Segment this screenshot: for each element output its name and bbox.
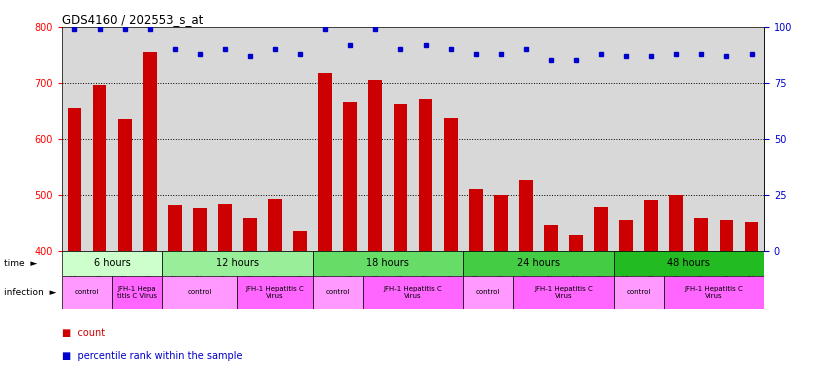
Bar	[444, 118, 458, 251]
Bar	[243, 218, 257, 251]
Bar	[162, 276, 238, 309]
Text: ■  percentile rank within the sample: ■ percentile rank within the sample	[62, 351, 243, 361]
Bar	[519, 180, 533, 251]
Bar	[238, 276, 313, 309]
Text: control: control	[188, 289, 212, 295]
Text: control: control	[75, 289, 99, 295]
Bar	[664, 276, 764, 309]
Text: 6 hours: 6 hours	[93, 258, 131, 268]
Bar	[513, 276, 614, 309]
Text: JFH-1 Hepatitis C
Virus: JFH-1 Hepatitis C Virus	[685, 286, 743, 299]
Bar	[143, 52, 157, 251]
Bar	[744, 222, 758, 251]
Bar	[614, 276, 664, 309]
Bar	[594, 207, 608, 251]
Bar	[393, 104, 407, 251]
Text: GDS4160 / 202553_s_at: GDS4160 / 202553_s_at	[62, 13, 203, 26]
Text: time  ►: time ►	[4, 259, 37, 268]
Text: ■  count: ■ count	[62, 328, 105, 338]
Bar	[62, 251, 162, 276]
Bar	[695, 218, 708, 251]
Text: JFH-1 Hepa
titis C Virus: JFH-1 Hepa titis C Virus	[117, 286, 157, 299]
Bar	[569, 235, 583, 251]
Bar	[162, 251, 313, 276]
Bar	[313, 251, 463, 276]
Bar	[293, 231, 307, 251]
Bar	[268, 199, 282, 251]
Text: JFH-1 Hepatitis C
Virus: JFH-1 Hepatitis C Virus	[245, 286, 305, 299]
Bar	[368, 79, 382, 251]
Bar	[669, 195, 683, 251]
Bar	[93, 84, 107, 251]
Text: 18 hours: 18 hours	[367, 258, 410, 268]
Bar	[318, 73, 332, 251]
Bar	[494, 195, 508, 251]
Text: control: control	[626, 289, 651, 295]
Bar	[218, 204, 232, 251]
Bar	[112, 276, 162, 309]
Text: control: control	[325, 289, 350, 295]
Bar	[469, 189, 482, 251]
Text: 12 hours: 12 hours	[216, 258, 259, 268]
Bar	[62, 276, 112, 309]
Bar	[193, 208, 206, 251]
Bar	[463, 251, 614, 276]
Bar	[344, 103, 357, 251]
Text: JFH-1 Hepatitis C
Virus: JFH-1 Hepatitis C Virus	[383, 286, 443, 299]
Bar	[620, 220, 633, 251]
Bar	[68, 108, 82, 251]
Bar	[363, 276, 463, 309]
Bar	[614, 251, 764, 276]
Bar	[719, 220, 733, 251]
Text: 48 hours: 48 hours	[667, 258, 710, 268]
Text: control: control	[476, 289, 501, 295]
Bar	[168, 205, 182, 251]
Text: infection  ►: infection ►	[4, 288, 56, 297]
Bar	[313, 276, 363, 309]
Bar	[419, 99, 433, 251]
Text: 24 hours: 24 hours	[517, 258, 560, 268]
Bar	[118, 119, 131, 251]
Text: JFH-1 Hepatitis C
Virus: JFH-1 Hepatitis C Virus	[534, 286, 593, 299]
Bar	[463, 276, 513, 309]
Bar	[644, 200, 658, 251]
Bar	[544, 225, 558, 251]
